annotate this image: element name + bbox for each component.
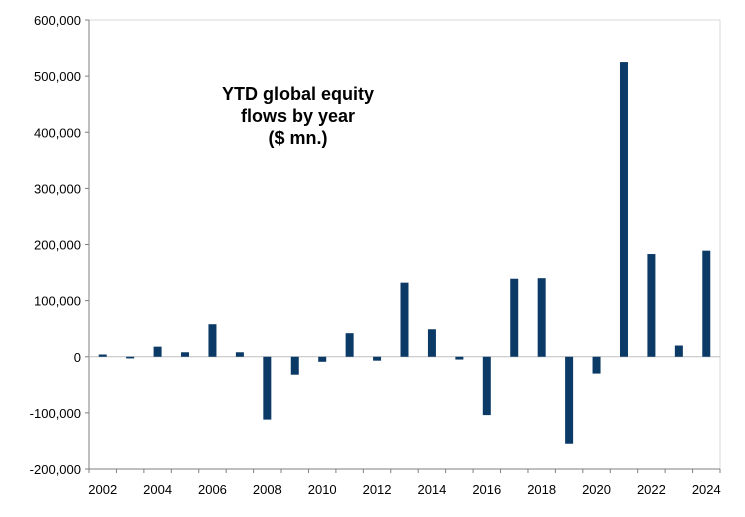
bar-2016 bbox=[482, 356, 491, 416]
x-tick-label: 2022 bbox=[637, 482, 666, 497]
y-tick-label: 500,000 bbox=[34, 69, 81, 84]
x-tick-label: 2018 bbox=[527, 482, 556, 497]
y-tick-label: 100,000 bbox=[34, 294, 81, 309]
x-tick-label: 2006 bbox=[198, 482, 227, 497]
x-tick-label: 2014 bbox=[417, 482, 446, 497]
bar-2002 bbox=[98, 354, 107, 357]
x-tick-label: 2010 bbox=[308, 482, 337, 497]
bar-2014 bbox=[427, 329, 436, 357]
chart-title-line: ($ mn.) bbox=[268, 128, 327, 148]
y-tick-label: 400,000 bbox=[34, 125, 81, 140]
x-tick-label: 2012 bbox=[363, 482, 392, 497]
chart-title-line: YTD global equity bbox=[222, 84, 374, 104]
bar-2022 bbox=[647, 254, 656, 357]
bar-2015 bbox=[455, 356, 464, 360]
x-tick-label: 2004 bbox=[143, 482, 172, 497]
bar-2018 bbox=[537, 278, 546, 357]
y-tick-label: 600,000 bbox=[34, 13, 81, 28]
x-tick-label: 2016 bbox=[472, 482, 501, 497]
bar-2013 bbox=[400, 282, 409, 357]
bar-2008 bbox=[263, 356, 272, 420]
y-tick-label: 0 bbox=[74, 350, 81, 365]
bar-2003 bbox=[126, 356, 135, 359]
y-tick-label: -200,000 bbox=[30, 462, 81, 477]
x-tick-label: 2024 bbox=[692, 482, 721, 497]
bar-2024 bbox=[702, 250, 711, 357]
y-tick-label: 200,000 bbox=[34, 238, 81, 253]
y-tick-label: -100,000 bbox=[30, 406, 81, 421]
bar-2007 bbox=[235, 352, 244, 357]
bar-2019 bbox=[565, 356, 574, 444]
bar-2009 bbox=[290, 356, 299, 375]
bar-2006 bbox=[208, 324, 217, 357]
bar-2012 bbox=[373, 356, 382, 361]
x-tick-label: 2002 bbox=[88, 482, 117, 497]
bar-2011 bbox=[345, 333, 354, 357]
x-tick-label: 2020 bbox=[582, 482, 611, 497]
bar-2017 bbox=[510, 278, 519, 357]
x-tick-label: 2008 bbox=[253, 482, 282, 497]
bar-2021 bbox=[619, 62, 628, 357]
bar-2010 bbox=[318, 356, 327, 362]
bar-2023 bbox=[674, 345, 683, 357]
y-tick-label: 300,000 bbox=[34, 181, 81, 196]
bar-2004 bbox=[153, 346, 162, 357]
bar-2005 bbox=[181, 352, 190, 357]
bar-2020 bbox=[592, 356, 601, 374]
chart-title-line: flows by year bbox=[241, 106, 355, 126]
